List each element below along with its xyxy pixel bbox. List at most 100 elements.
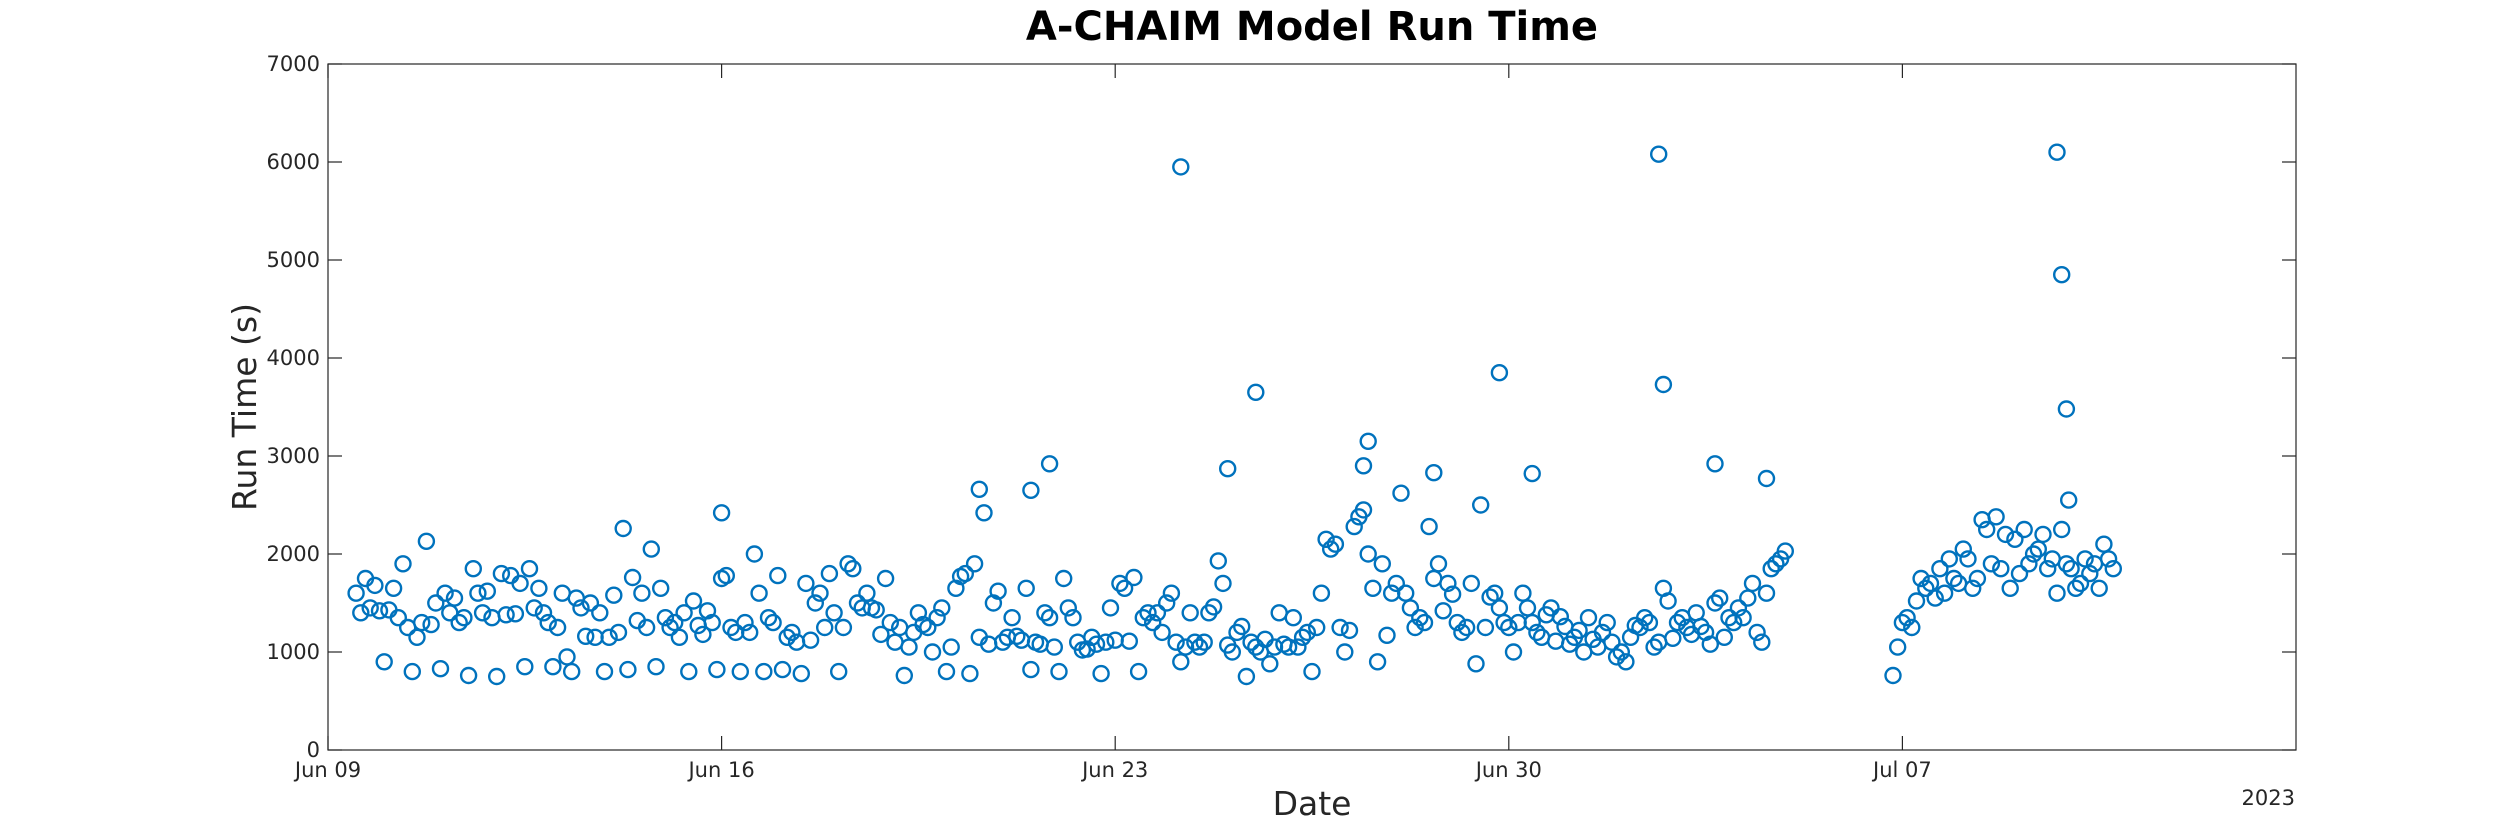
data-point <box>886 633 904 651</box>
data-point <box>1101 599 1120 617</box>
data-point <box>1753 633 1771 651</box>
data-point <box>2057 555 2076 573</box>
data-point <box>1528 623 1546 642</box>
data-point <box>769 566 787 585</box>
data-point <box>1223 643 1242 661</box>
data-point <box>1612 643 1631 661</box>
data-point <box>534 604 553 622</box>
data-point <box>1542 599 1560 617</box>
data-point <box>1129 662 1148 681</box>
data-point <box>647 658 665 676</box>
data-point <box>581 594 600 612</box>
data-point <box>1420 517 1438 536</box>
data-point <box>712 504 731 522</box>
data-point <box>1209 552 1228 570</box>
data-point <box>2034 525 2052 544</box>
data-point <box>375 653 393 671</box>
data-point <box>2001 579 2019 597</box>
data-point <box>2099 550 2118 568</box>
data-point <box>2006 530 2024 548</box>
data-point <box>1143 613 1162 632</box>
data-point <box>1903 618 1921 637</box>
data-point <box>530 579 548 597</box>
data-point <box>2095 535 2113 553</box>
data-point <box>1457 618 1476 637</box>
data-point <box>1265 638 1284 656</box>
data-point <box>764 613 782 632</box>
data-point <box>1743 574 1762 593</box>
data-point <box>572 599 590 617</box>
data-point <box>830 662 848 681</box>
data-point <box>1153 623 1171 642</box>
y-tick-label: 1000 <box>267 640 320 664</box>
data-point <box>745 545 764 563</box>
data-point <box>689 616 707 635</box>
data-point <box>1917 579 1935 597</box>
data-point <box>1401 599 1420 617</box>
data-point <box>867 601 885 619</box>
data-point <box>858 584 876 602</box>
data-point <box>361 599 379 617</box>
data-point <box>778 628 796 646</box>
data-point <box>347 584 365 602</box>
data-point <box>1490 364 1509 382</box>
data-point <box>1603 633 1621 651</box>
data-point <box>417 532 436 550</box>
data-point <box>1453 623 1471 642</box>
data-point <box>989 582 1007 600</box>
data-point <box>680 662 698 681</box>
data-point <box>609 623 628 642</box>
data-point <box>1485 584 1504 602</box>
data-point <box>1298 623 1317 642</box>
data-point <box>1476 618 1495 637</box>
data-point <box>1008 627 1026 645</box>
data-point <box>905 623 923 642</box>
data-point <box>1931 560 1949 578</box>
data-point <box>731 662 749 681</box>
data-point <box>492 564 511 583</box>
data-point <box>1054 569 1073 588</box>
data-point <box>1359 432 1377 450</box>
data-point <box>759 609 778 627</box>
data-point <box>445 589 464 607</box>
data-point <box>1570 621 1588 640</box>
data-point <box>1045 638 1064 656</box>
data-point <box>806 594 824 612</box>
data-point <box>380 601 398 619</box>
data-point <box>1411 609 1429 627</box>
data-point <box>1443 585 1462 603</box>
data-point <box>773 660 792 679</box>
data-point <box>708 660 726 679</box>
data-point <box>937 662 956 681</box>
data-point <box>1115 579 1134 597</box>
data-point <box>825 604 843 622</box>
data-point <box>1579 609 1598 627</box>
data-point <box>2048 143 2066 161</box>
y-tick-label: 5000 <box>267 248 320 272</box>
data-point <box>1968 569 1987 588</box>
y-tick-label: 3000 <box>267 444 320 468</box>
data-point <box>1232 617 1251 636</box>
data-point <box>1706 455 1724 473</box>
data-point <box>478 582 496 600</box>
data-point <box>750 584 768 602</box>
data-point <box>1415 613 1434 632</box>
data-point <box>595 662 614 681</box>
data-point <box>1270 604 1288 622</box>
data-point <box>1490 599 1509 617</box>
data-point <box>642 540 660 558</box>
data-point <box>1926 589 1944 607</box>
data-point <box>394 555 412 573</box>
data-point <box>1003 609 1021 627</box>
data-point <box>1218 460 1237 478</box>
data-point <box>619 660 637 679</box>
x-tick-label: Jun 30 <box>1474 758 1542 782</box>
axes-frame <box>327 63 2297 751</box>
data-point <box>558 648 576 666</box>
data-point <box>614 519 632 538</box>
data-point <box>1050 662 1068 681</box>
data-point <box>1087 635 1106 653</box>
data-point <box>2015 520 2033 539</box>
data-point <box>1645 638 1663 656</box>
data-point <box>488 667 506 686</box>
